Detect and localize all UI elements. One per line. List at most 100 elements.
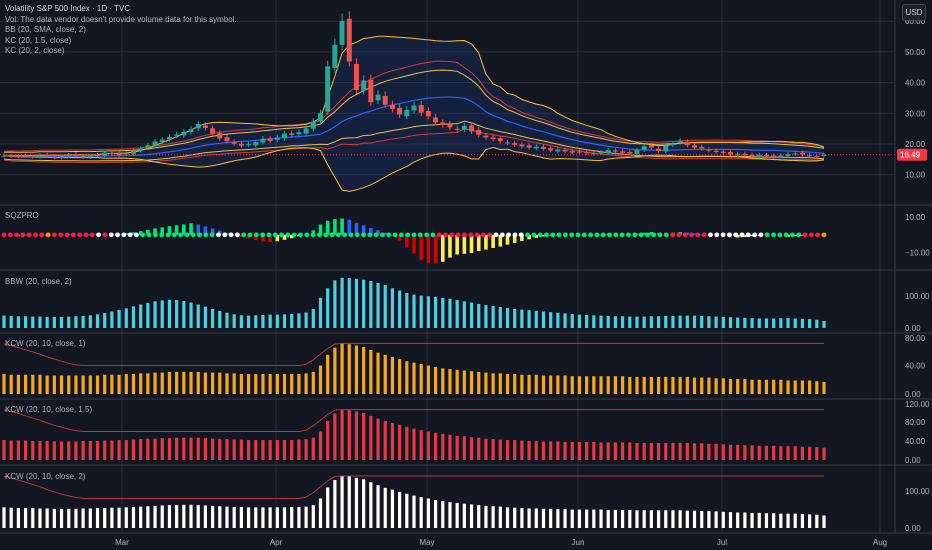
squeeze-dot	[96, 232, 102, 238]
kcw2-bar	[520, 508, 524, 528]
candle-body	[548, 148, 554, 151]
squeeze-dot	[752, 232, 758, 238]
bb-legend[interactable]: BB (20, SMA, close, 2)	[5, 25, 86, 34]
candle-body	[80, 156, 86, 158]
momentum-bar	[131, 232, 136, 235]
candle-body	[152, 141, 158, 147]
kcw15-bar	[700, 443, 704, 460]
squeeze-dot	[354, 232, 360, 238]
kcw2-bar	[534, 508, 538, 528]
kcw15-bar	[189, 437, 193, 460]
kcw2-bar	[815, 514, 819, 528]
candle-body	[756, 154, 762, 158]
kcw2-bar	[527, 508, 531, 528]
kcw2-bar	[304, 506, 308, 528]
kcw2-bar	[606, 509, 610, 528]
candle-body	[497, 138, 503, 142]
kcw15-bar	[527, 441, 531, 460]
kcw2-bar	[59, 508, 64, 528]
momentum-bar	[182, 224, 186, 235]
kcw2-bar	[268, 507, 272, 528]
bbw-bar	[318, 297, 323, 328]
bbw-bar	[369, 280, 373, 328]
bbw-bar	[261, 314, 265, 328]
kcw2-label[interactable]: KCW (20, 10, close, 2)	[5, 472, 86, 481]
bbw-bar	[239, 315, 243, 328]
kc15-legend[interactable]: KC (20, 1.5, close)	[5, 35, 72, 45]
candle-body	[591, 153, 597, 155]
kcw1-bar	[38, 374, 42, 394]
kcw2-bar	[297, 506, 301, 528]
kcw2-bar	[592, 509, 596, 528]
candle-body	[181, 131, 187, 136]
kcw2-bar	[354, 477, 359, 528]
candle-body	[87, 156, 93, 158]
kcw1-bar	[376, 352, 380, 394]
kcw2-bar	[671, 510, 675, 528]
kc2-legend[interactable]: KC (20, 2, close)	[5, 46, 65, 55]
squeeze-dot	[531, 232, 537, 238]
kcw1-label[interactable]: KCW (20, 10, close, 1)	[5, 339, 86, 348]
bbw-bar	[124, 308, 128, 328]
bbw-bar	[117, 309, 121, 328]
kcw15-bar	[210, 438, 215, 460]
candle-body	[296, 132, 302, 135]
bbw-bar	[549, 312, 553, 328]
kcw15-bar	[131, 439, 136, 460]
kcw15-bar	[390, 422, 395, 460]
bbw-bar	[793, 318, 797, 328]
bbw-bar	[246, 315, 251, 328]
bbw-bar	[750, 318, 754, 328]
currency-badge[interactable]: USD	[902, 4, 926, 21]
squeeze-dot	[436, 232, 442, 238]
bbw-bar	[455, 300, 459, 328]
kcw1-bar	[347, 344, 351, 394]
kcw2-bar	[290, 506, 294, 528]
bbw-bar	[505, 307, 510, 328]
momentum-bar	[174, 225, 179, 235]
candle-body	[706, 149, 712, 151]
kcw15-bar	[362, 412, 366, 460]
candle-body	[267, 138, 273, 141]
kcw15-bar	[95, 441, 100, 460]
kcw15-label[interactable]: KCW (20, 10, close, 1.5)	[5, 405, 93, 414]
squeeze-dot	[209, 232, 215, 238]
kcw2-bar	[318, 498, 323, 528]
candle-body	[339, 20, 345, 45]
bbw-bar	[160, 300, 164, 328]
momentum-bar	[505, 234, 510, 245]
squeeze-dot	[165, 232, 171, 238]
kcw1-bar	[649, 376, 653, 394]
kcw1-bar	[728, 379, 733, 394]
kcw1-bar	[103, 374, 107, 394]
kcw2-bar	[23, 508, 28, 528]
kcw15-bar	[585, 441, 589, 460]
sqzpro-label[interactable]: SQZPRO	[5, 211, 39, 220]
kcw1-bar	[203, 372, 208, 394]
candle-body	[353, 64, 359, 90]
kcw1-bar	[527, 374, 531, 394]
bbw-bar	[570, 314, 574, 328]
y-tick-label: 80.00	[905, 418, 926, 427]
candle-body	[418, 105, 424, 113]
symbol-title[interactable]: Volatility S&P 500 Index · 1D · TVC	[5, 4, 131, 13]
kcw1-bar	[210, 372, 215, 394]
volume-legend[interactable]: Vol: The data vendor doesn't provide vol…	[5, 14, 237, 24]
bbw-bar	[700, 315, 704, 328]
bbw-bar	[103, 313, 107, 328]
candle-body	[533, 146, 539, 149]
bbw-label[interactable]: BBW (20, close, 2)	[5, 277, 72, 286]
squeeze-dot	[398, 232, 404, 238]
kcw1-bar	[786, 380, 790, 394]
bbw-bar	[743, 317, 747, 328]
kcw15-bar	[606, 442, 610, 460]
bbw-bar	[728, 317, 733, 328]
kcw15-bar	[52, 441, 56, 460]
y-tick-label: 0.00	[905, 390, 921, 399]
bbw-bar	[38, 316, 42, 328]
candle-body	[224, 137, 230, 142]
kcw15-bar	[275, 440, 279, 460]
candle-body	[821, 155, 827, 157]
last-price-label: 16.49	[900, 151, 921, 160]
y-tick-label: 120.00	[905, 400, 930, 409]
